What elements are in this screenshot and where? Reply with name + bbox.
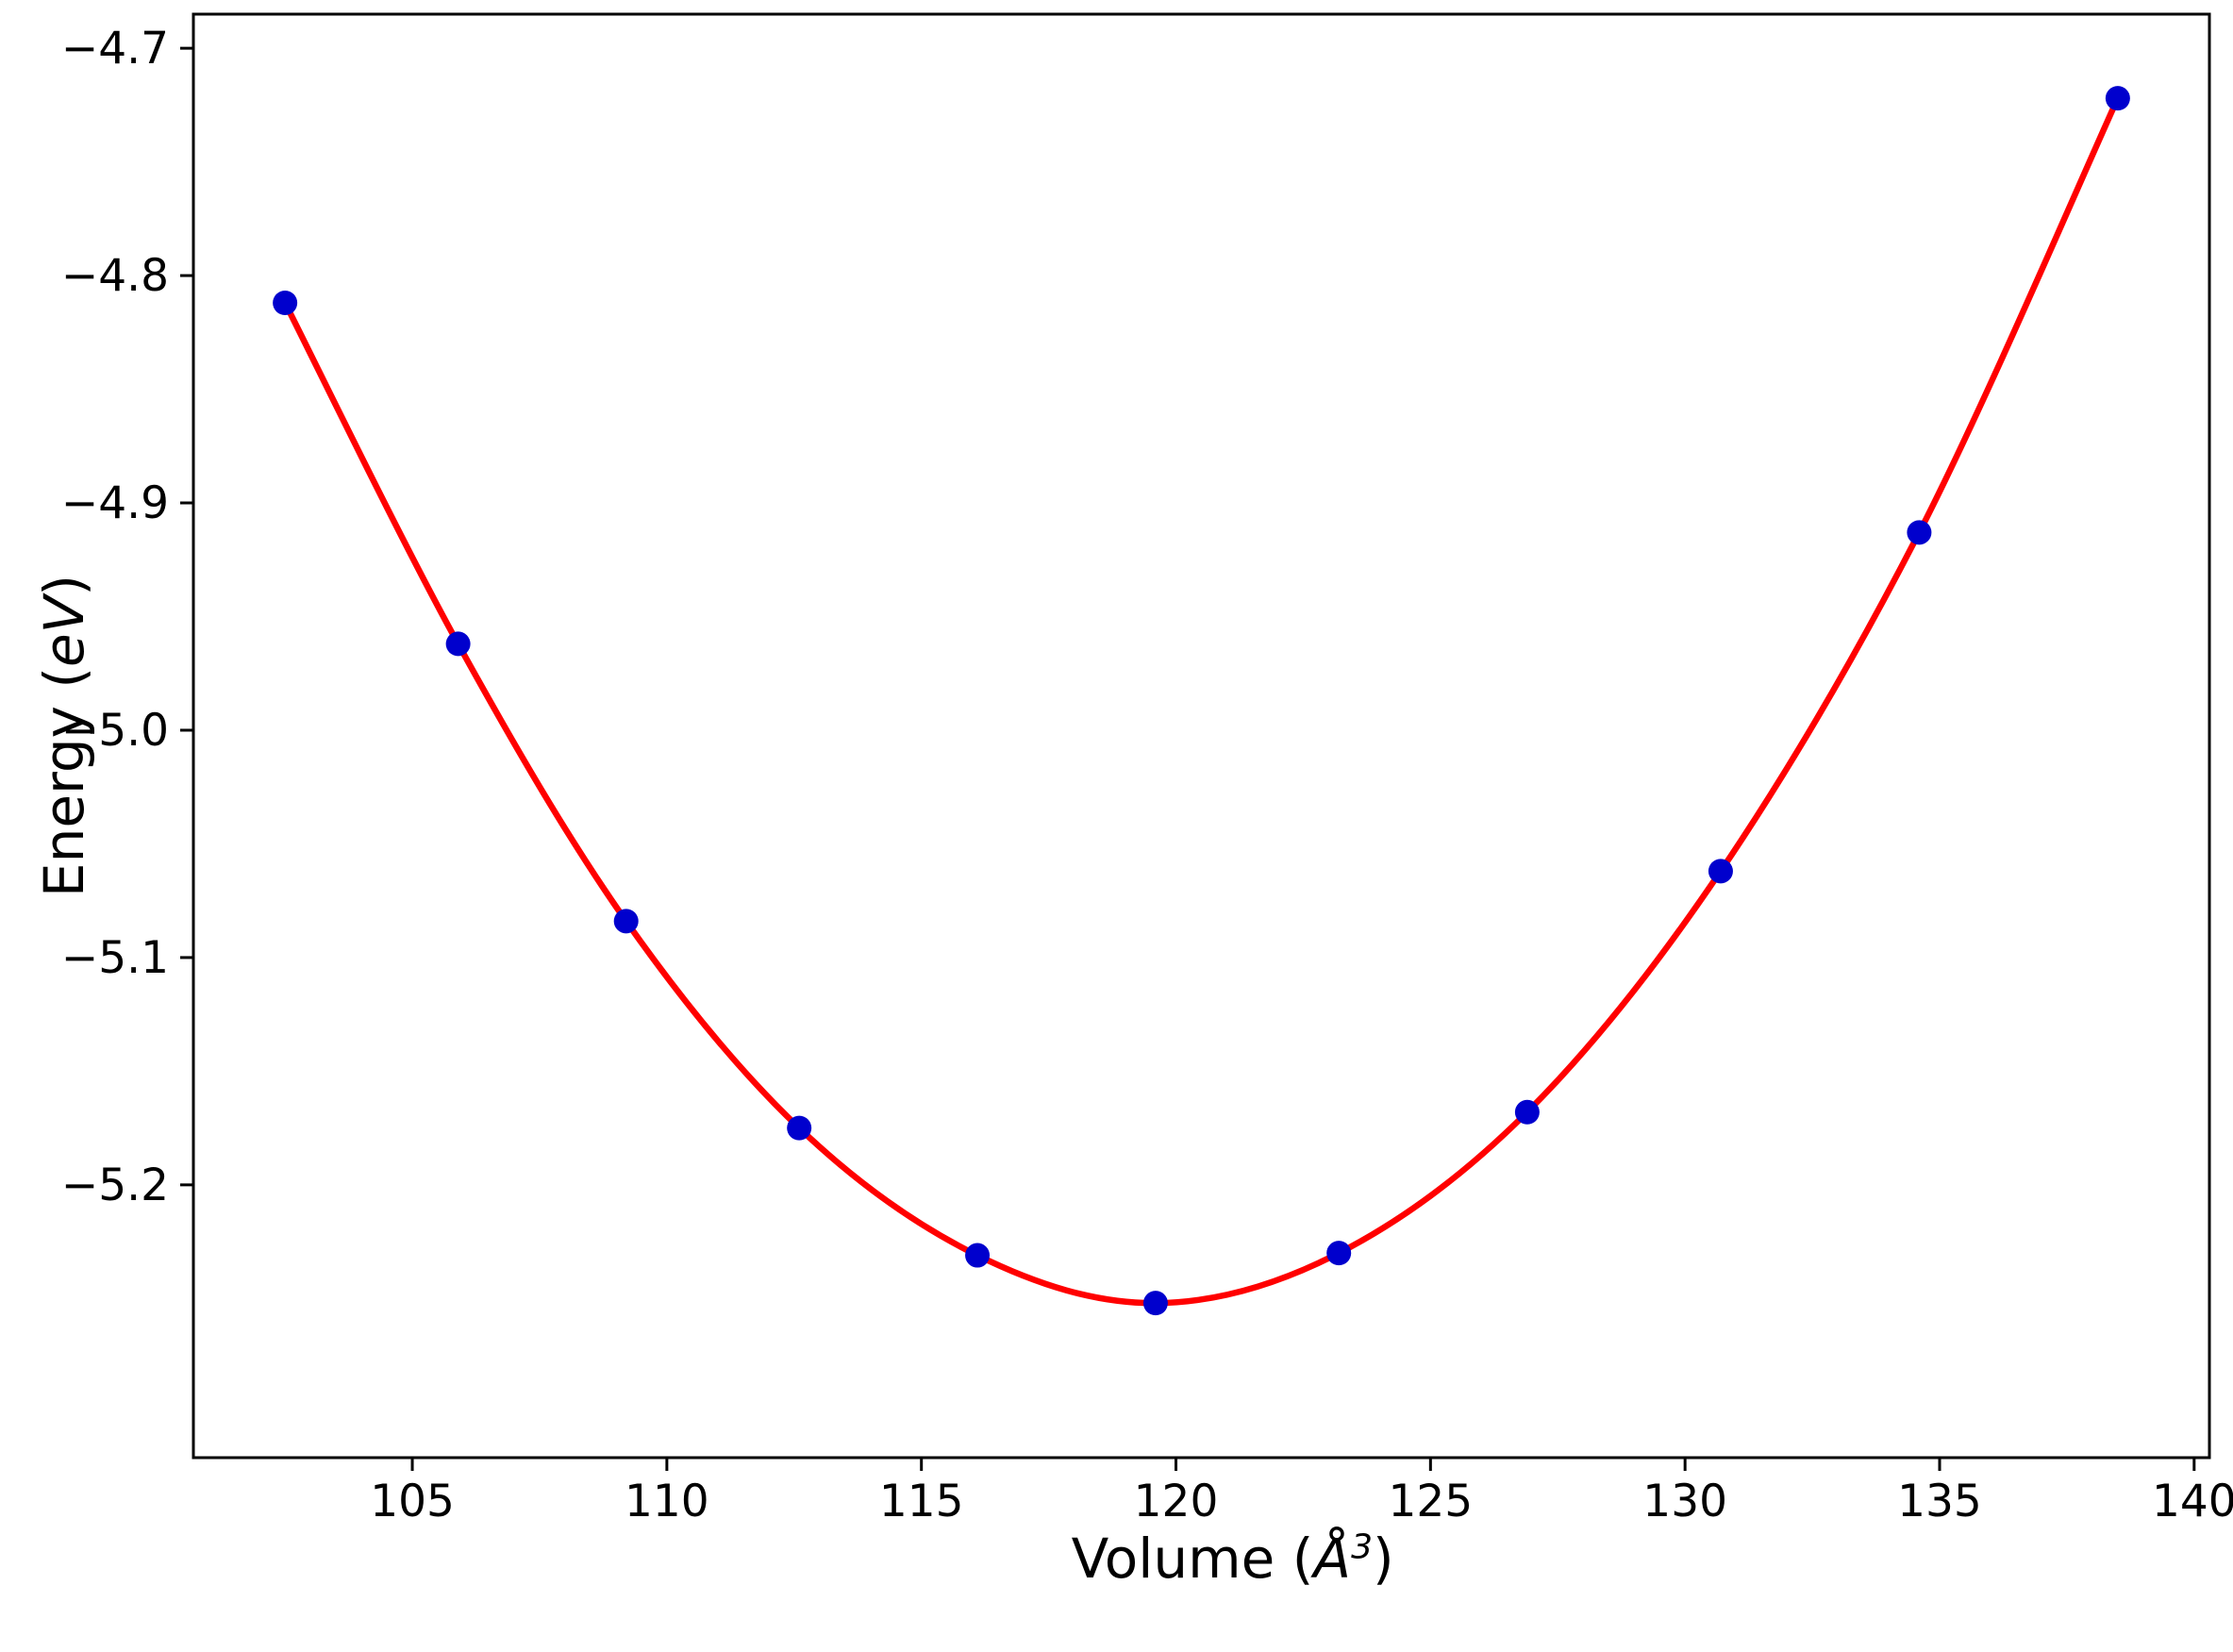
y-tick-label: −5.1: [61, 932, 169, 984]
data-point: [613, 909, 639, 934]
y-axis-label: Energy (eV): [32, 509, 96, 962]
data-point: [445, 631, 471, 657]
y-axis-label-prefix: Energy (: [32, 666, 96, 898]
x-tick-label: 105: [370, 1476, 455, 1527]
x-tick-label: 125: [1388, 1476, 1473, 1527]
fit-curve: [281, 94, 2122, 1307]
x-axis-label-prefix: Volume (: [1071, 1527, 1314, 1591]
data-point: [2105, 86, 2130, 111]
data-point: [787, 1115, 812, 1141]
y-tick-label: −5.0: [61, 705, 169, 757]
x-tick-label: 115: [879, 1476, 964, 1527]
x-tick-label: 120: [1134, 1476, 1219, 1527]
data-point: [1907, 520, 1932, 545]
x-axis-label-sup: 3: [1351, 1527, 1373, 1567]
axes-frame: [192, 12, 2211, 1460]
x-tick-label: 140: [2152, 1476, 2233, 1527]
data-point: [273, 291, 298, 315]
data-point: [1142, 1291, 1168, 1316]
x-tick-label: 130: [1642, 1476, 1727, 1527]
y-axis-label-unit: eV: [32, 595, 96, 667]
y-tick-label: −4.8: [61, 250, 169, 302]
x-tick-label: 135: [1897, 1476, 1982, 1527]
x-axis-label-suffix: ): [1372, 1527, 1394, 1591]
data-point: [1326, 1241, 1352, 1266]
y-tick-label: −4.9: [61, 477, 169, 529]
y-axis-label-suffix: ): [32, 574, 96, 596]
data-point: [965, 1243, 991, 1268]
y-tick-label: −4.7: [61, 23, 169, 75]
x-axis-label-unit: Å: [1313, 1527, 1352, 1591]
data-point: [1514, 1099, 1540, 1125]
y-tick-label: −5.2: [61, 1160, 169, 1211]
data-point: [1708, 859, 1733, 884]
x-axis-label: Volume (Å3): [1072, 1527, 1394, 1591]
x-tick-label: 110: [625, 1476, 709, 1527]
